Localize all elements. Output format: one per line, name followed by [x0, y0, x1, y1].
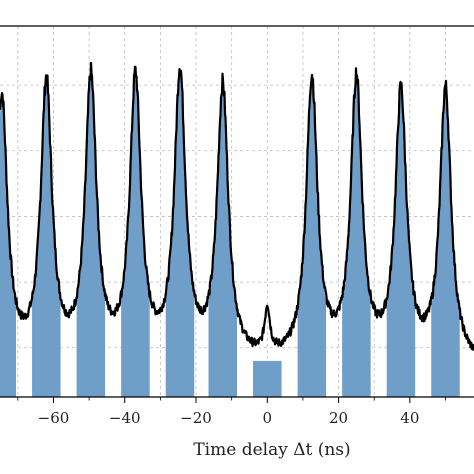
- histogram-bar-3: [121, 75, 150, 398]
- data-curve: [0, 61, 474, 351]
- histogram-bar-2: [76, 76, 106, 397]
- x-tick-label-0: −60: [38, 409, 70, 427]
- x-tick-label-1: −40: [109, 409, 141, 427]
- series-line: [0, 61, 474, 351]
- histogram-bars: [0, 69, 460, 398]
- histogram-bar-6: [253, 360, 282, 397]
- histogram-bar-9: [386, 91, 416, 398]
- histogram-bar-7: [297, 77, 327, 398]
- x-tick-label-5: 40: [400, 409, 419, 427]
- x-tick-label-4: 20: [329, 409, 348, 427]
- histogram-bar-10: [431, 90, 460, 398]
- histogram-bar-0: [0, 96, 17, 397]
- x-axis-title: Time delay Δt (ns): [193, 440, 350, 460]
- histogram-bar-5: [208, 86, 237, 398]
- histogram-bar-4: [165, 69, 195, 397]
- x-tick-label-3: 0: [263, 409, 273, 427]
- histogram-bar-8: [342, 77, 371, 397]
- x-tick-label-2: −20: [180, 409, 212, 427]
- histogram-bar-1: [32, 81, 61, 397]
- x-axis-ticks: −60 −40 −20 0 20 40: [17, 397, 446, 427]
